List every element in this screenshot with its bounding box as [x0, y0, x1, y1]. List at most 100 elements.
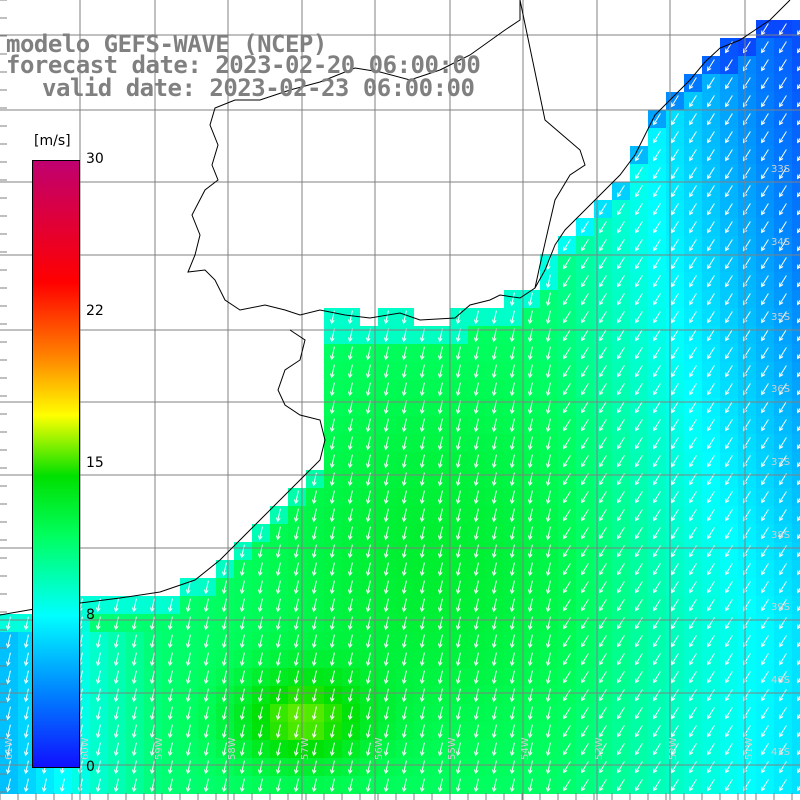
- wind-arrow: [779, 185, 787, 198]
- wind-arrow: [330, 436, 335, 451]
- wind-arrow: [707, 185, 715, 198]
- wind-cell: [792, 740, 800, 758]
- wind-arrow: [204, 670, 209, 685]
- wind-arrow: [725, 563, 733, 576]
- wind-arrow: [761, 455, 769, 468]
- wind-arrow: [348, 634, 353, 649]
- wind-arrow: [366, 724, 371, 739]
- wind-arrow: [563, 527, 571, 540]
- wind-arrow: [707, 581, 715, 594]
- wind-arrow: [617, 437, 625, 450]
- coastline: [0, 0, 791, 616]
- wind-arrow: [312, 688, 317, 703]
- wind-arrow: [581, 563, 589, 576]
- wind-arrow: [528, 544, 533, 559]
- wind-arrow: [222, 742, 227, 757]
- wind-arrow: [24, 688, 29, 703]
- wind-arrow: [707, 203, 715, 216]
- wind-arrow: [258, 580, 263, 595]
- wind-arrow: [707, 671, 715, 684]
- wind-arrow: [563, 545, 571, 558]
- wind-arrow: [492, 346, 497, 361]
- wind-arrow: [689, 257, 697, 270]
- wind-arrow: [222, 598, 227, 613]
- wind-arrow: [276, 688, 281, 703]
- wind-arrow: [725, 509, 733, 522]
- wind-arrow: [240, 724, 245, 739]
- wind-arrow: [779, 239, 787, 252]
- wind-arrow: [689, 725, 697, 738]
- wind-arrow: [653, 635, 661, 648]
- wind-arrow: [438, 364, 443, 379]
- wind-arrow: [581, 401, 589, 414]
- wind-arrow: [312, 670, 317, 685]
- wind-arrow: [132, 760, 137, 775]
- colorbar-tick-22: 22: [86, 303, 104, 319]
- wind-arrow: [617, 401, 625, 414]
- wind-arrow: [761, 707, 769, 720]
- wind-arrow: [402, 760, 407, 775]
- wind-arrow: [402, 562, 407, 577]
- wind-arrow: [671, 311, 679, 324]
- wind-arrow: [779, 149, 787, 162]
- wind-arrow: [492, 670, 497, 685]
- wind-arrow: [779, 437, 787, 450]
- wind-arrow: [402, 400, 407, 415]
- wind-arrow: [96, 706, 101, 721]
- wind-arrow: [581, 347, 589, 360]
- wind-arrow: [761, 329, 769, 342]
- wind-arrow: [222, 724, 227, 739]
- wind-cell: [792, 326, 800, 344]
- wind-arrow: [456, 544, 461, 559]
- wind-arrow: [617, 419, 625, 432]
- wind-cell: [792, 272, 800, 290]
- wind-arrow: [581, 689, 589, 702]
- wind-arrow: [707, 545, 715, 558]
- wind-arrow: [671, 563, 679, 576]
- wind-arrow: [599, 491, 607, 504]
- wind-arrow: [330, 760, 335, 775]
- wind-arrow: [761, 167, 769, 180]
- wind-arrow: [186, 580, 191, 595]
- wind-arrow: [96, 760, 101, 775]
- wind-arrow: [546, 706, 551, 721]
- wind-arrow: [132, 742, 137, 757]
- wind-arrow: [528, 346, 533, 361]
- wind-arrow: [384, 454, 389, 469]
- wind-arrow: [617, 689, 625, 702]
- wind-arrow: [563, 365, 571, 378]
- wind-arrow: [420, 634, 425, 649]
- wind-arrow: [653, 509, 661, 522]
- wind-arrow: [474, 544, 479, 559]
- wind-arrow: [761, 563, 769, 576]
- wind-arrow: [725, 419, 733, 432]
- wind-arrow: [725, 635, 733, 648]
- wind-arrow: [689, 455, 697, 468]
- wind-arrow: [114, 688, 119, 703]
- wind-arrow: [240, 544, 245, 559]
- wind-arrow: [528, 580, 533, 595]
- wind-arrow: [276, 778, 281, 793]
- wind-arrow: [510, 400, 515, 415]
- colorbar-unit: [m/s]: [34, 133, 71, 149]
- wind-arrow: [420, 544, 425, 559]
- wind-arrow: [222, 616, 227, 631]
- wind-arrow: [635, 437, 643, 450]
- wind-arrow: [617, 563, 625, 576]
- wind-arrow: [330, 544, 335, 559]
- wind-arrow: [689, 527, 697, 540]
- wind-arrow: [276, 742, 281, 757]
- wind-arrow: [599, 437, 607, 450]
- wind-cell: [792, 524, 800, 542]
- wind-arrow: [402, 310, 407, 325]
- wind-arrow: [707, 761, 715, 774]
- wind-arrow: [671, 419, 679, 432]
- wind-arrow: [599, 329, 607, 342]
- wind-arrow: [6, 634, 11, 649]
- wind-arrow: [725, 95, 733, 108]
- wind-arrow: [150, 616, 155, 631]
- wind-arrow: [671, 617, 679, 630]
- wind-arrow: [546, 346, 551, 361]
- wind-arrow: [132, 616, 137, 631]
- wind-arrow: [528, 742, 533, 757]
